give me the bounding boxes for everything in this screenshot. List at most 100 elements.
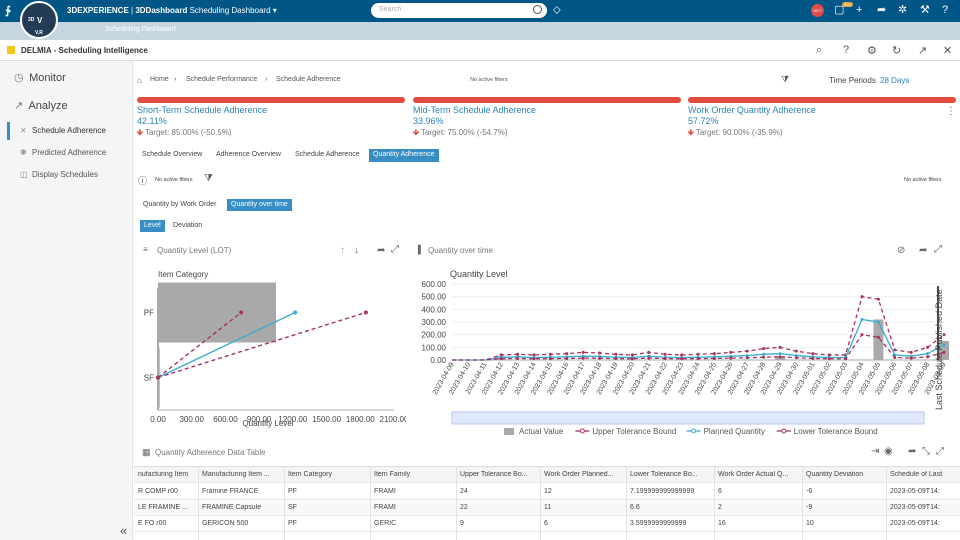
table-row[interactable]: LE FRAMINE ... FRAMINE Capsule SF FRAMI 22 11… — [134, 500, 960, 516]
share-icon[interactable]: ➦ — [877, 4, 887, 16]
data-point — [712, 352, 716, 356]
share-icon[interactable]: ➦ — [919, 245, 928, 256]
subtab-quantity-over-time[interactable]: Quantity over time — [227, 199, 292, 211]
sidebar-item-display-schedules[interactable]: ◫ Display Schedules — [20, 170, 98, 179]
data-point — [729, 350, 733, 354]
avatar[interactable]: NET — [811, 4, 824, 17]
y-tick-label: 500.00 — [422, 293, 447, 302]
table-row[interactable]: E FO r00 GERICON 500 PF GERIC 9 6 3.5999999999… — [134, 516, 960, 532]
tab-schedule-overview[interactable]: Schedule Overview — [142, 151, 203, 158]
legend-swatch — [504, 428, 514, 435]
sidebar-item-predicted-adherence[interactable]: ❃ Predicted Adherence — [20, 148, 107, 157]
data-point — [909, 356, 913, 360]
sort-up-icon[interactable]: ↑ — [340, 245, 345, 256]
data-point — [876, 297, 880, 301]
expand-icon[interactable]: ⤢ — [936, 446, 944, 457]
widget-header: DELMIA - Scheduling Intelligence ⌕ ? ⚙ ↻… — [0, 40, 960, 61]
data-point — [827, 357, 831, 361]
panel-title-quantity-over-time: Quantity over time — [428, 246, 493, 255]
subtab-quantity-by-work-order[interactable]: Quantity by Work Order — [143, 201, 217, 208]
bar-pf — [158, 282, 276, 343]
sidebar-section-monitor[interactable]: ◷ Monitor — [14, 72, 66, 84]
kpi-card[interactable]: Short-Term Schedule Adherence 42.11% 🡻 T… — [137, 97, 405, 141]
help-icon[interactable]: ? — [942, 4, 949, 16]
table-cell: Lower Tolerance Bo... — [630, 471, 698, 478]
search-input[interactable]: Search — [371, 3, 547, 18]
x-tick-label: 2100.00 — [380, 415, 406, 424]
refresh-icon[interactable]: ↻ — [892, 45, 902, 57]
settings-gear-icon[interactable]: ⚙ — [867, 45, 877, 57]
compass-icon[interactable]: 3D V V,R — [20, 1, 58, 39]
share-icon[interactable]: ➦ — [908, 446, 917, 457]
table-cell: Work Order Actual Q... — [718, 471, 789, 478]
data-table: nufacturing Item Manufacturing Item ... It… — [134, 466, 960, 540]
y-tick-label: 300.00 — [422, 318, 447, 327]
home-icon[interactable]: ⌂ — [137, 76, 142, 85]
network-icon[interactable]: ✲ — [898, 4, 908, 16]
table-cell: 12 — [544, 488, 552, 495]
search-icon[interactable]: ⌕ — [816, 44, 823, 56]
table-row[interactable]: R COMP r00 Framine FRANCE PF FRAMI 24 12 7.199… — [134, 484, 960, 500]
info-icon[interactable]: ⓘ — [138, 176, 148, 186]
expand-icon[interactable]: ⤢ — [391, 244, 399, 255]
kpi-card[interactable]: Mid-Term Schedule Adherence 33.96% 🡻 Tar… — [413, 97, 681, 141]
data-point — [860, 333, 864, 337]
x-tick-label: 900.00 — [247, 415, 272, 424]
sidebar: ◷ Monitor ↗ Analyze ⨯ Schedule Adherence … — [0, 61, 133, 540]
ds-logo-icon[interactable]: ∱ — [5, 5, 11, 17]
breadcrumb-schedule-adherence[interactable]: Schedule Adherence — [276, 76, 341, 83]
y-axis-label: Item Category — [158, 270, 208, 279]
expand-icon[interactable]: ⤢ — [934, 244, 942, 255]
tools-icon[interactable]: ⚒ — [920, 4, 930, 16]
time-periods-value[interactable]: 28 Days — [880, 76, 910, 85]
hide-icon[interactable]: ⊘ — [897, 245, 906, 256]
widget-title: DELMIA - Scheduling Intelligence — [21, 46, 148, 55]
sidebar-item-schedule-adherence[interactable]: ⨯ Schedule Adherence — [20, 126, 106, 135]
collapse-icon[interactable]: ⤡ — [922, 446, 930, 457]
tab-quantity-adherence[interactable]: Quantity Adherence — [369, 149, 439, 162]
series-line — [452, 295, 945, 361]
breadcrumb-schedule-performance[interactable]: Schedule Performance — [186, 76, 258, 83]
data-point — [827, 353, 831, 357]
tag-icon[interactable]: ⬦ — [553, 4, 561, 16]
legend-label: Upper Tolerance Bound — [592, 427, 676, 436]
filter-icon[interactable]: ⧩ — [781, 74, 790, 84]
export-icon[interactable]: ⇥ — [871, 446, 880, 457]
more-options-icon[interactable]: ⋮ — [946, 106, 956, 117]
table-cell: 6 — [718, 488, 722, 495]
kpi-card[interactable]: Work Order Quantity Adherence 57.72% 🡻 T… — [688, 97, 956, 141]
table-title: Quantity Adherence Data Table — [155, 448, 266, 457]
search-icon[interactable] — [533, 5, 542, 14]
table-header-row[interactable]: nufacturing Item Manufacturing Item ... It… — [134, 467, 960, 483]
table-cell: Item Category — [288, 471, 332, 478]
collapse-sidebar-icon[interactable]: « — [120, 523, 128, 538]
quantity-over-time-chart[interactable]: Quantity Level 0.00 100.00 200.00 300.00 400.… — [408, 262, 960, 436]
table-cell: R COMP r00 — [138, 488, 178, 495]
data-point — [876, 320, 880, 324]
tab-schedule-adherence[interactable]: Schedule Adherence — [295, 151, 360, 158]
sidebar-section-analyze[interactable]: ↗ Analyze — [14, 100, 68, 112]
dashboard-tab[interactable]: Scheduling Dashboard — [105, 26, 176, 33]
sort-down-icon[interactable]: ↓ — [354, 245, 359, 256]
data-point — [778, 345, 782, 349]
series-line — [157, 311, 367, 379]
breadcrumb-home[interactable]: Home — [150, 76, 169, 83]
table-cell: 10 — [806, 520, 814, 527]
pin-icon[interactable]: ↗ — [918, 45, 928, 57]
help-icon[interactable]: ? — [843, 44, 850, 56]
chat-icon[interactable]: ▢ — [834, 4, 845, 16]
filter-icon[interactable]: ⧩ — [204, 173, 213, 184]
table-cell: Manufacturing Item ... — [202, 471, 270, 478]
data-point — [926, 345, 930, 349]
arrow-down-icon: 🡻 — [413, 128, 419, 137]
add-icon[interactable]: + — [856, 4, 863, 16]
table-cell: PF — [288, 520, 297, 527]
tab-adherence-overview[interactable]: Adherence Overview — [216, 151, 281, 158]
close-icon[interactable]: ✕ — [943, 45, 953, 57]
subtab-level[interactable]: Level — [140, 220, 165, 232]
quantity-level-chart[interactable]: Item Category PF SF 0.00 300.00 600.00 900.00 1… — [134, 262, 406, 430]
share-icon[interactable]: ➦ — [377, 245, 386, 256]
subtab-deviation[interactable]: Deviation — [173, 222, 203, 229]
data-point — [630, 353, 634, 357]
visibility-icon[interactable]: ◉ — [884, 446, 893, 457]
